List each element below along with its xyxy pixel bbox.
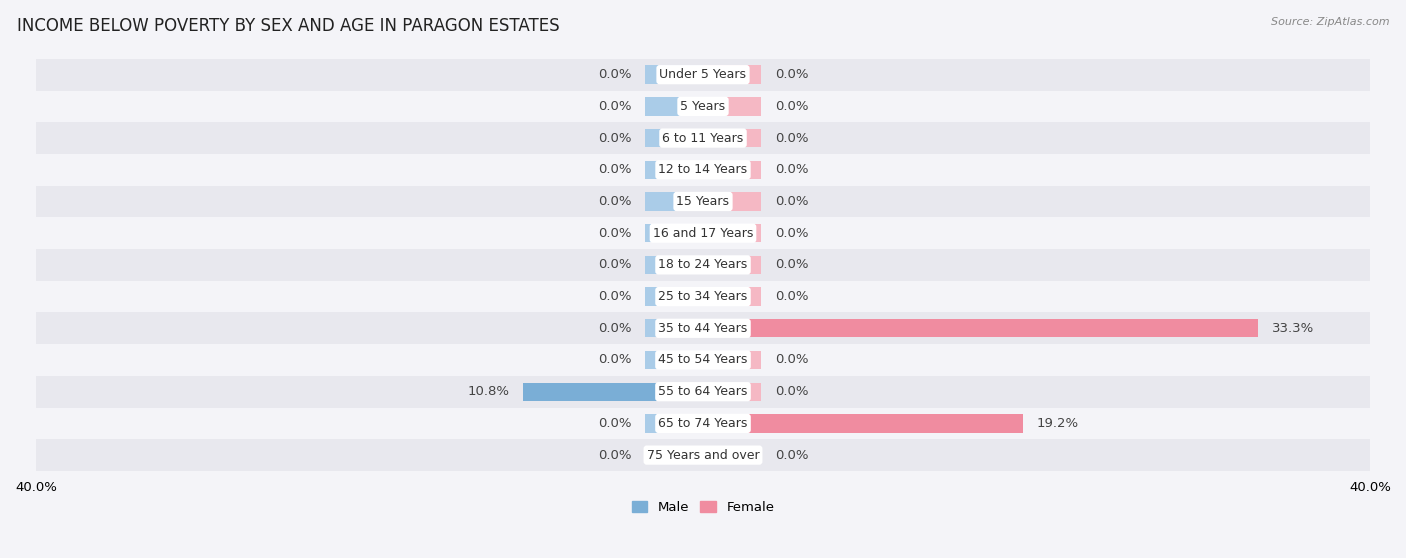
Bar [644,446,703,464]
Text: 0.0%: 0.0% [775,354,808,367]
Bar [644,129,703,147]
Text: Under 5 Years: Under 5 Years [659,68,747,81]
Bar [523,383,703,401]
Text: 0.0%: 0.0% [598,417,631,430]
Bar [644,224,703,242]
Bar [37,249,1369,281]
Text: 45 to 54 Years: 45 to 54 Years [658,354,748,367]
Text: 0.0%: 0.0% [775,195,808,208]
Bar [703,256,762,274]
Bar [703,287,762,306]
Text: 0.0%: 0.0% [598,100,631,113]
Text: 15 Years: 15 Years [676,195,730,208]
Text: 0.0%: 0.0% [598,322,631,335]
Bar [703,97,762,116]
Text: 12 to 14 Years: 12 to 14 Years [658,163,748,176]
Text: 0.0%: 0.0% [598,258,631,271]
Bar [37,186,1369,217]
Bar [703,414,1024,432]
Text: 5 Years: 5 Years [681,100,725,113]
Text: 10.8%: 10.8% [468,385,509,398]
Text: 0.0%: 0.0% [775,385,808,398]
Bar [644,65,703,84]
Bar [37,217,1369,249]
Bar [703,161,762,179]
Text: 0.0%: 0.0% [598,354,631,367]
Bar [703,224,762,242]
Bar [37,281,1369,312]
Text: 0.0%: 0.0% [775,258,808,271]
Text: Source: ZipAtlas.com: Source: ZipAtlas.com [1271,17,1389,27]
Bar [37,122,1369,154]
Text: 0.0%: 0.0% [598,132,631,145]
Text: 0.0%: 0.0% [598,68,631,81]
Bar [644,351,703,369]
Bar [703,351,762,369]
Text: 0.0%: 0.0% [775,163,808,176]
Text: 75 Years and over: 75 Years and over [647,449,759,461]
Text: 0.0%: 0.0% [598,195,631,208]
Text: 0.0%: 0.0% [598,449,631,461]
Text: 33.3%: 33.3% [1271,322,1315,335]
Bar [644,414,703,432]
Bar [37,312,1369,344]
Bar [703,65,762,84]
Bar [37,439,1369,471]
Bar [644,256,703,274]
Text: 0.0%: 0.0% [775,132,808,145]
Text: 18 to 24 Years: 18 to 24 Years [658,258,748,271]
Bar [37,407,1369,439]
Bar [644,319,703,338]
Text: 0.0%: 0.0% [775,290,808,303]
Bar [37,344,1369,376]
Text: 19.2%: 19.2% [1036,417,1078,430]
Text: 0.0%: 0.0% [775,100,808,113]
Bar [644,287,703,306]
Text: 0.0%: 0.0% [775,68,808,81]
Legend: Male, Female: Male, Female [626,496,780,519]
Text: 0.0%: 0.0% [775,227,808,240]
Text: 65 to 74 Years: 65 to 74 Years [658,417,748,430]
Text: 25 to 34 Years: 25 to 34 Years [658,290,748,303]
Text: 0.0%: 0.0% [775,449,808,461]
Bar [703,129,762,147]
Bar [703,193,762,211]
Bar [37,90,1369,122]
Bar [703,383,762,401]
Text: INCOME BELOW POVERTY BY SEX AND AGE IN PARAGON ESTATES: INCOME BELOW POVERTY BY SEX AND AGE IN P… [17,17,560,35]
Text: 0.0%: 0.0% [598,227,631,240]
Bar [703,319,1258,338]
Text: 0.0%: 0.0% [598,163,631,176]
Bar [37,376,1369,407]
Text: 0.0%: 0.0% [598,290,631,303]
Bar [644,97,703,116]
Bar [37,154,1369,186]
Text: 6 to 11 Years: 6 to 11 Years [662,132,744,145]
Bar [37,59,1369,90]
Bar [644,193,703,211]
Bar [644,161,703,179]
Text: 55 to 64 Years: 55 to 64 Years [658,385,748,398]
Text: 16 and 17 Years: 16 and 17 Years [652,227,754,240]
Text: 35 to 44 Years: 35 to 44 Years [658,322,748,335]
Bar [703,446,762,464]
